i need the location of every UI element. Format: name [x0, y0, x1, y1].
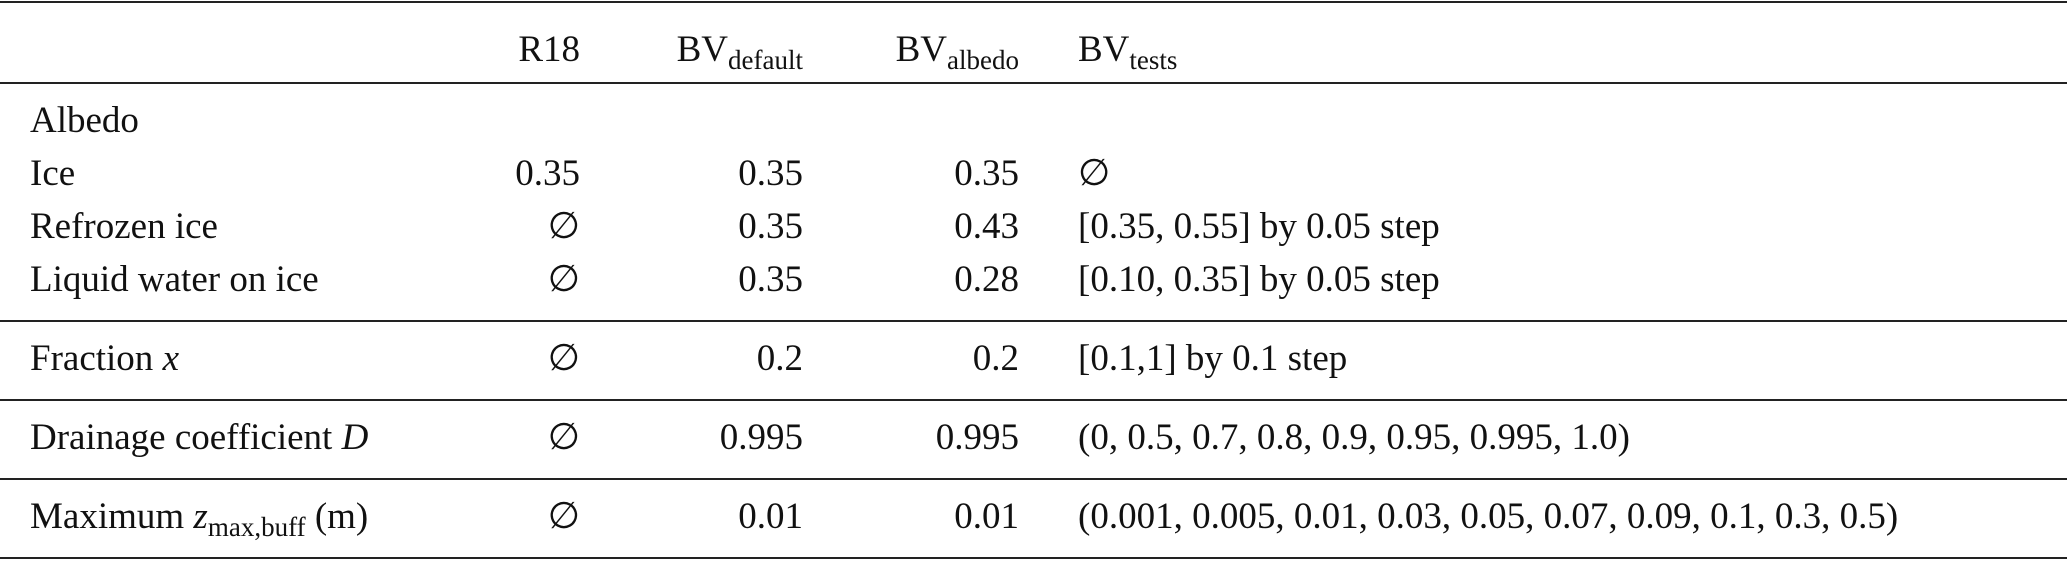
table-rule — [0, 320, 2067, 322]
column-header: R18 — [518, 28, 580, 72]
row-label: Ice — [30, 152, 75, 196]
text-part: Maximum — [30, 496, 194, 537]
text-part: Fraction — [30, 338, 163, 379]
table-cell: 0.43 — [954, 206, 1019, 247]
table-rule — [0, 478, 2067, 480]
column-header: BValbedo — [895, 28, 1019, 75]
table-cell: ∅ — [547, 417, 580, 458]
table-cell: ∅ — [547, 259, 580, 300]
text-part: x — [162, 338, 179, 379]
text-part: Refrozen ice — [30, 206, 218, 247]
table-rule — [0, 399, 2067, 401]
table-cell: 0.28 — [954, 259, 1019, 300]
table-cell: 0.2 — [756, 338, 803, 379]
row-label: Drainage coefficient D — [30, 416, 368, 460]
row-label: Liquid water on ice — [30, 258, 319, 302]
text-part: z — [193, 496, 208, 537]
table-cell: 0.35 — [738, 153, 803, 194]
text-part: Drainage coefficient — [30, 417, 342, 458]
row-label: Maximum zmax,buff (m) — [30, 495, 369, 542]
text-part: albedo — [947, 45, 1019, 75]
table-cell: (0.001, 0.005, 0.01, 0.03, 0.05, 0.07, 0… — [1078, 496, 1899, 537]
table-cell: 0.01 — [738, 496, 803, 537]
text-part: BV — [1078, 29, 1130, 70]
table-cell: 0.01 — [954, 496, 1019, 537]
table-rule — [0, 557, 2067, 559]
column-header: BVtests — [1078, 28, 1178, 75]
text-part: D — [341, 417, 369, 458]
table-cell: ∅ — [547, 338, 580, 379]
table-cell: 0.35 — [954, 153, 1019, 194]
table-cell: 0.2 — [972, 338, 1019, 379]
text-part: R18 — [518, 29, 580, 70]
table-cell: ∅ — [1078, 153, 1111, 194]
text-part: Liquid water on ice — [30, 259, 319, 300]
row-label: Refrozen ice — [30, 205, 218, 249]
table-cell: [0.10, 0.35] by 0.05 step — [1078, 259, 1440, 300]
column-header: BVdefault — [676, 28, 803, 75]
text-part: (m) — [305, 496, 369, 537]
table-rule — [0, 82, 2067, 84]
text-part: Ice — [30, 153, 76, 194]
text-part: max,buff — [207, 512, 306, 542]
table-rule — [0, 1, 2067, 3]
table-cell: ∅ — [547, 206, 580, 247]
text-part: tests — [1129, 45, 1178, 75]
table-cell: 0.35 — [738, 259, 803, 300]
text-part: default — [728, 45, 803, 75]
table-cell: ∅ — [547, 496, 580, 537]
row-label: Albedo — [30, 99, 139, 143]
table-cell: [0.1,1] by 0.1 step — [1078, 338, 1348, 379]
table-cell: 0.35 — [515, 153, 580, 194]
table-cell: 0.35 — [738, 206, 803, 247]
table-cell: [0.35, 0.55] by 0.05 step — [1078, 206, 1440, 247]
text-part: Albedo — [30, 100, 139, 141]
table-cell: 0.995 — [719, 417, 803, 458]
text-part: BV — [895, 29, 948, 70]
table-cell: (0, 0.5, 0.7, 0.8, 0.9, 0.95, 0.995, 1.0… — [1078, 417, 1630, 458]
row-label: Fraction x — [30, 337, 179, 381]
table-cell: 0.995 — [935, 417, 1019, 458]
text-part: BV — [676, 29, 729, 70]
